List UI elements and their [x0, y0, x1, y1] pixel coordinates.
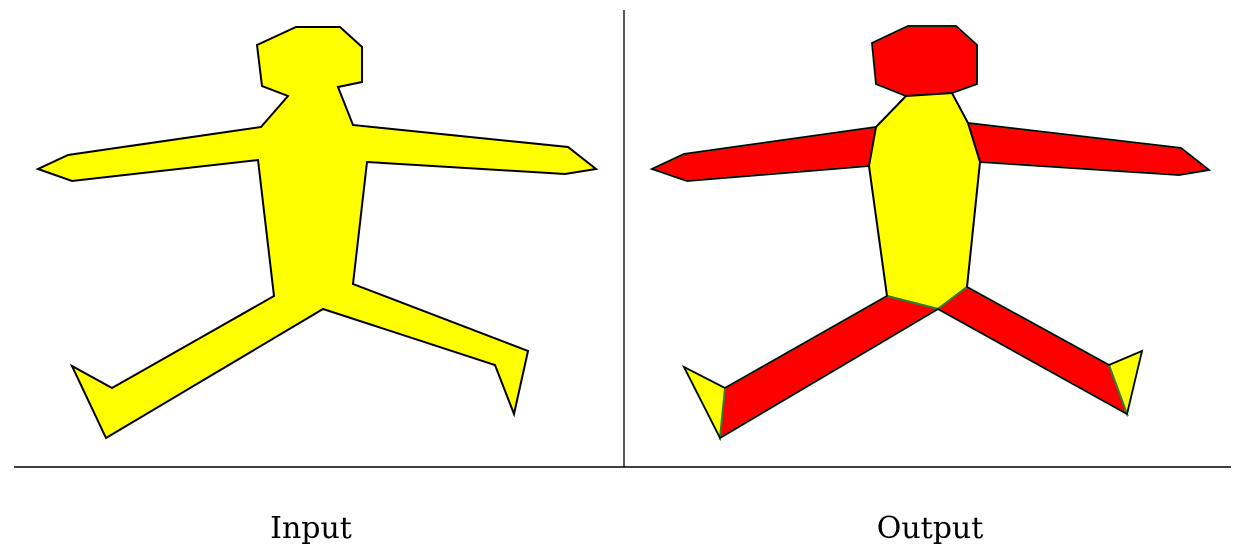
- output-right-leg-piece: [936, 285, 1129, 417]
- input-caption: Input: [270, 511, 352, 546]
- input-figure-polygon: [35, 26, 599, 440]
- input-panel: [35, 26, 599, 440]
- output-right-arm-piece: [966, 121, 1212, 177]
- output-outer-outline: [650, 25, 1211, 440]
- output-torso-piece: [867, 91, 982, 311]
- output-panel: [649, 25, 1212, 442]
- output-head-piece: [870, 25, 978, 98]
- output-caption: Output: [877, 511, 984, 546]
- output-left-leg-piece: [718, 294, 941, 440]
